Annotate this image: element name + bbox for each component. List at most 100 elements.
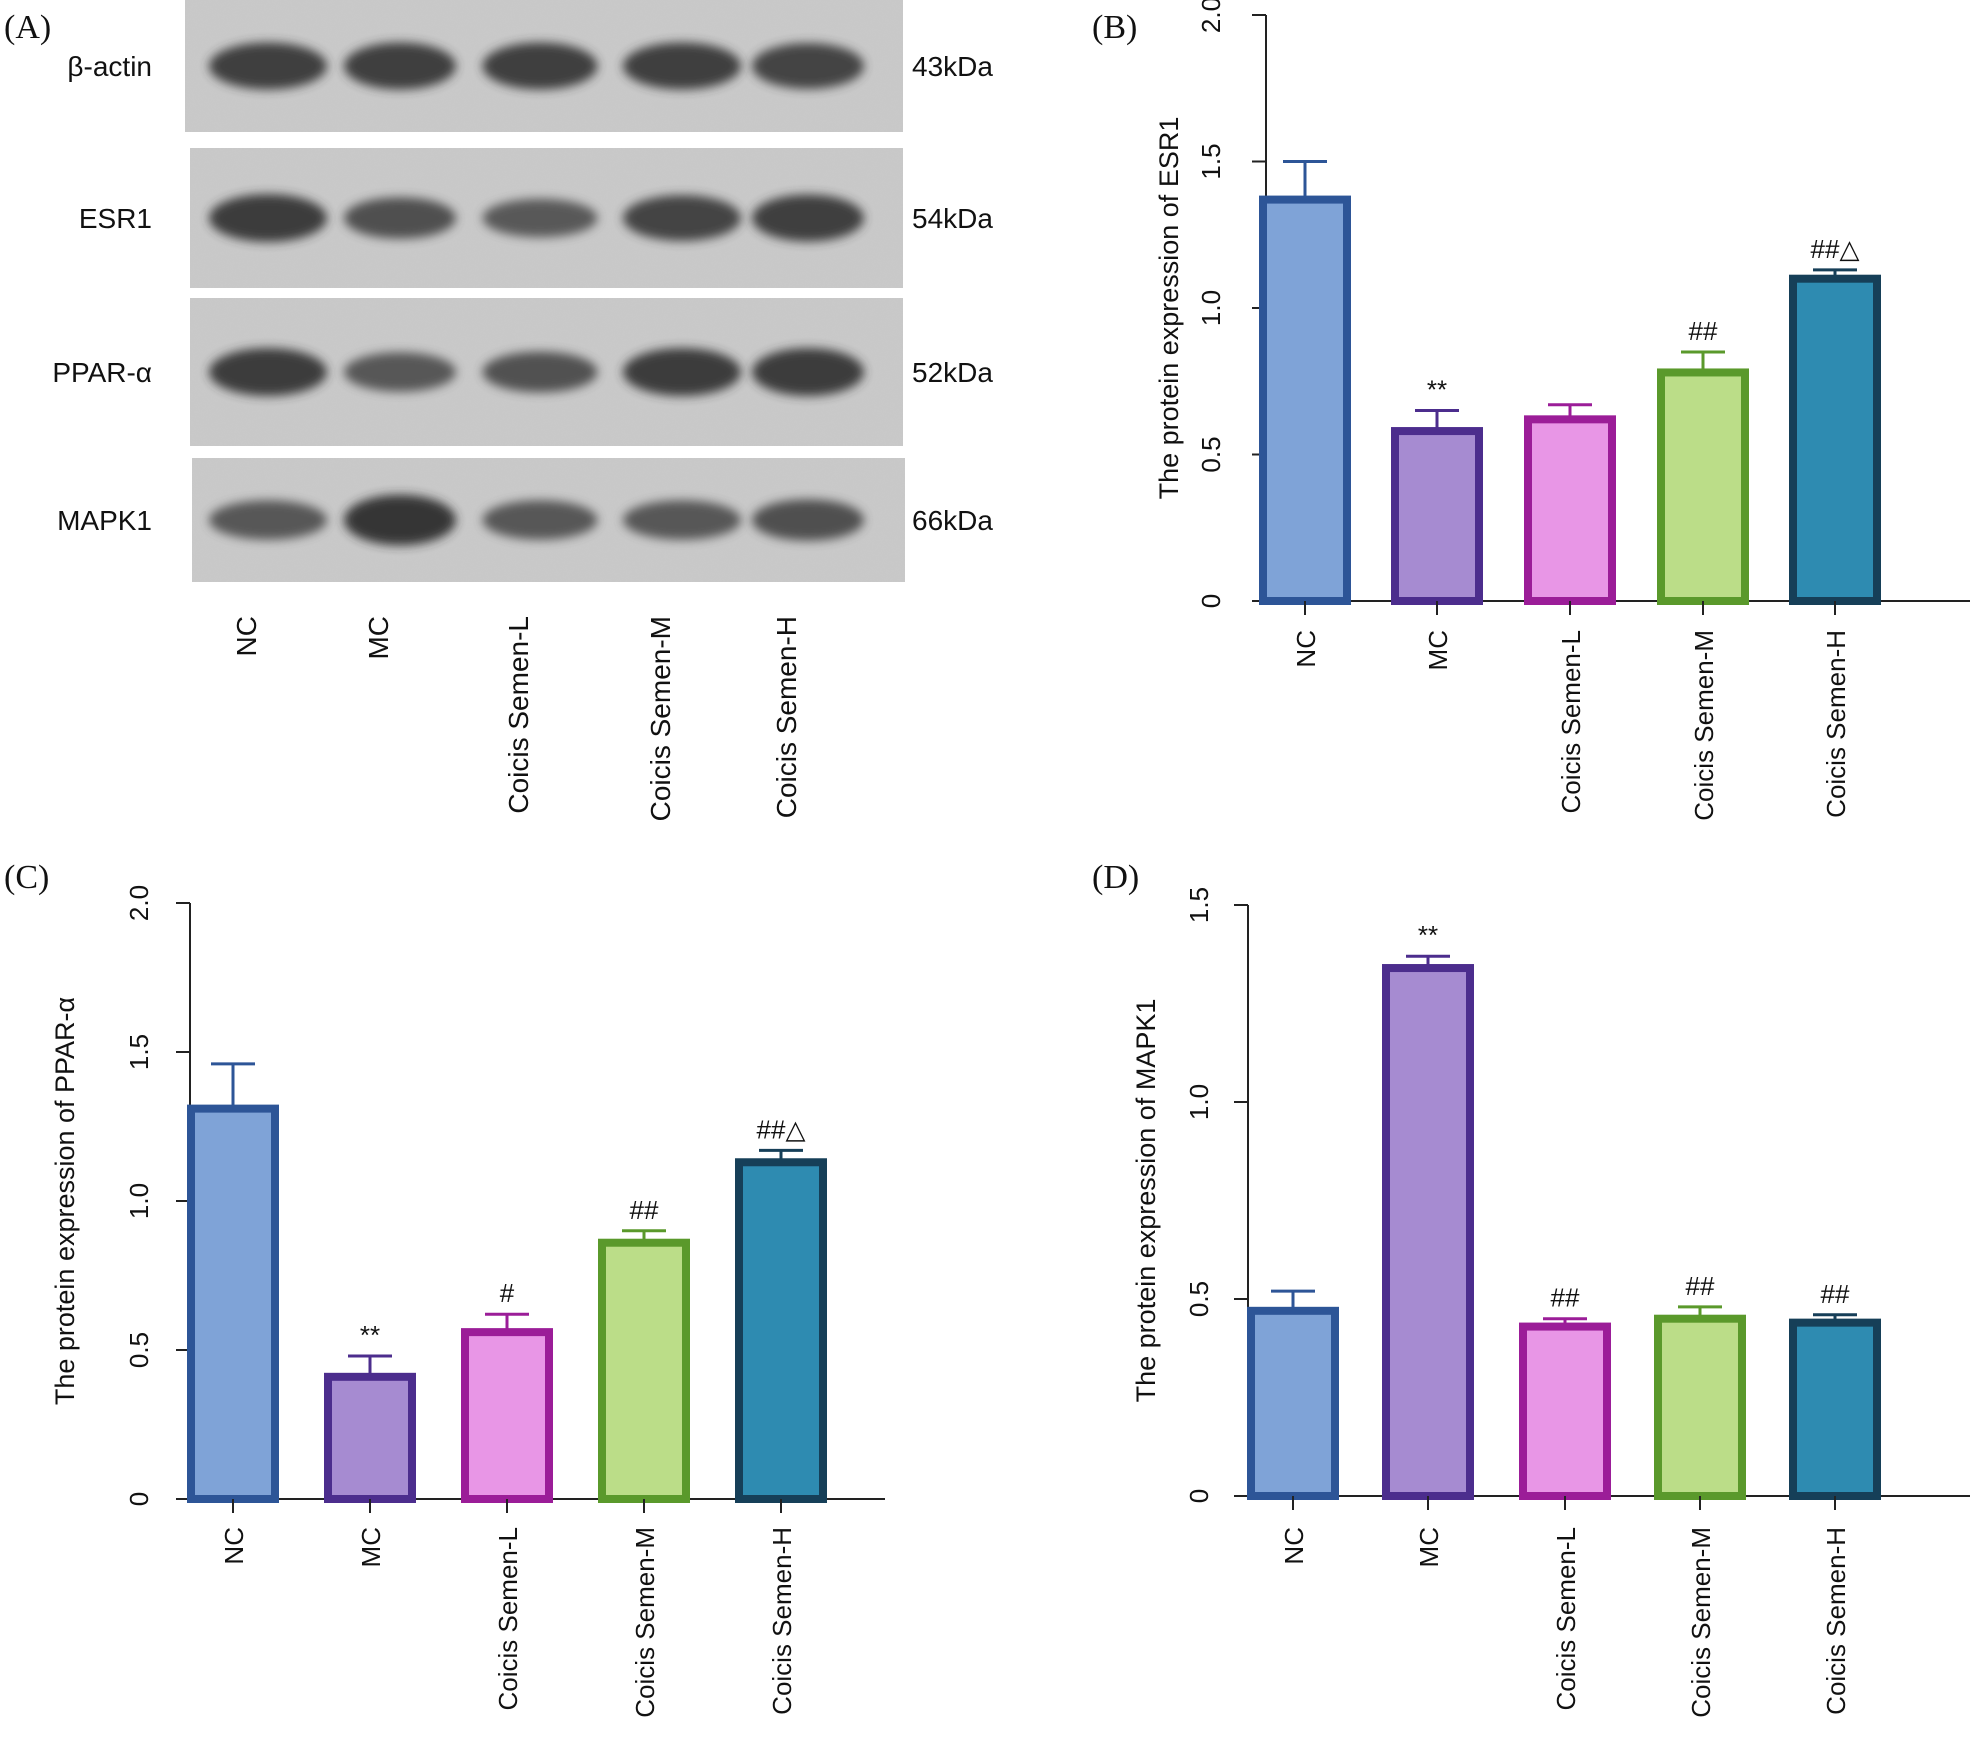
y-tick-label: 2.0 [1196,0,1226,33]
significance-annotation-coicis-semen-m: ## [630,1195,659,1225]
y-tick-label: 0.5 [1196,436,1226,472]
bar-mc [1391,427,1483,605]
y-tick-label: 1.5 [124,1034,154,1070]
category-label-coicis-semen-m: Coicis Semen-M [630,1527,660,1718]
panel-letter: (B) [1092,9,1137,46]
band-actin-nc [209,42,327,90]
category-label-coicis-semen-l: Coicis Semen-L [1556,630,1586,814]
panel-b-esr1-chart: (B) 0 0.5 1.0 1.5 2.0 The protein expression o… [1092,0,1970,821]
bar-mc [1382,964,1474,1500]
y-axis-title: The protein expression of MAPK1 [1131,999,1161,1403]
significance-annotation-mc: ** [1418,920,1438,950]
panel-letter: (C) [4,859,49,896]
molecular-weight-label: 54kDa [912,203,993,234]
category-label-mc: MC [356,1527,386,1567]
band-ppar-nc [209,348,327,396]
category-label-nc: NC [219,1527,249,1565]
band-actin-coicis-semen-h [752,43,864,89]
bar-coicis-semen-m [1657,368,1749,605]
significance-annotation-mc: ** [360,1320,380,1350]
band-ppar-coicis-semen-h [752,348,864,396]
category-label-coicis-semen-m: Coicis Semen-M [1689,630,1719,821]
band-ppar-coicis-semen-l [482,351,598,393]
y-tick-label: 0.5 [1184,1281,1214,1317]
bar-nc [1259,195,1351,605]
bar-coicis-semen-h [735,1158,827,1503]
panel-d-mapk1-chart: (D) 0 0.5 1.0 1.5 The protein expression of M… [1092,859,1970,1718]
significance-annotation-coicis-semen-m: ## [1689,316,1718,346]
lane-label-coicis-semen-l: Coicis Semen-L [503,616,534,814]
blot-strip-actin [185,0,903,132]
blot-protein-labels: β-actin 43kDa ESR1 54kDa PPAR-α 52kDa MAPK1 66k… [52,51,993,536]
panel-a-letter: (A) [4,9,51,46]
significance-annotation-coicis-semen-l: # [500,1278,515,1308]
lane-labels: NC MC Coicis Semen-L Coicis Semen-M Coicis S… [231,616,802,821]
blot-strip-mapk1 [192,458,905,582]
bar-nc [1247,1306,1339,1500]
band-esr1-mc [344,197,456,239]
y-tick-label: 2.0 [124,885,154,921]
lane-label-mc: MC [363,616,394,660]
band-mapk1-nc [209,500,327,540]
category-label-nc: NC [1279,1527,1309,1565]
band-actin-coicis-semen-l [482,42,598,90]
blot-strip-ppar [190,298,903,446]
y-tick-label: 1.5 [1184,887,1214,923]
category-label-coicis-semen-h: Coicis Semen-H [767,1527,797,1715]
band-esr1-coicis-semen-m [623,195,741,241]
bar-coicis-semen-h [1789,1318,1881,1501]
category-label-nc: NC [1291,630,1321,668]
significance-annotation-coicis-semen-h: ##△ [1811,234,1860,264]
protein-label: MAPK1 [57,505,152,536]
y-tick-label: 0 [124,1492,154,1506]
y-axis-title: The protein expression of PPAR-α [50,997,80,1405]
significance-annotation-coicis-semen-m: ## [1686,1271,1715,1301]
band-esr1-coicis-semen-h [752,194,864,242]
category-label-coicis-semen-l: Coicis Semen-L [1551,1527,1581,1711]
band-ppar-mc [344,352,456,392]
category-label-mc: MC [1414,1527,1444,1567]
y-tick-label: 0 [1196,594,1226,608]
band-mapk1-coicis-semen-l [482,500,598,540]
band-mapk1-coicis-semen-h [752,499,864,541]
bar-coicis-semen-m [598,1238,690,1503]
band-esr1-coicis-semen-l [482,198,598,238]
category-label-coicis-semen-h: Coicis Semen-H [1821,1527,1851,1715]
bar-coicis-semen-l [461,1328,553,1503]
protein-label: β-actin [67,51,152,82]
protein-label: ESR1 [79,203,152,234]
panel-c-ppar-chart: (C) 0 0.5 1.0 1.5 2.0 The protein expression o… [4,859,885,1718]
y-tick-label: 0 [1184,1489,1214,1503]
blot-strip-esr1 [190,148,903,288]
significance-annotation-coicis-semen-l: ## [1551,1283,1580,1313]
band-mapk1-coicis-semen-m [623,500,741,540]
y-tick-label: 1.0 [1184,1084,1214,1120]
category-label-coicis-semen-h: Coicis Semen-H [1821,630,1851,818]
bar-coicis-semen-l [1524,415,1616,605]
bar-coicis-semen-l [1519,1322,1611,1500]
bar-mc [324,1372,416,1503]
protein-label: PPAR-α [52,357,152,388]
bar-coicis-semen-h [1789,274,1881,605]
band-esr1-nc [209,194,327,242]
significance-annotation-coicis-semen-h: ##△ [757,1114,806,1144]
lane-label-nc: NC [231,616,262,656]
category-label-coicis-semen-m: Coicis Semen-M [1686,1527,1716,1718]
band-actin-coicis-semen-m [623,42,741,90]
band-actin-mc [344,42,456,90]
panel-a-western-blot: (A) β-actin 43kDa ESR1 54kDa PPAR-α 52kDa MAPK… [4,0,993,821]
molecular-weight-label: 52kDa [912,357,993,388]
panel-letter: (D) [1092,859,1139,896]
category-label-coicis-semen-l: Coicis Semen-L [493,1527,523,1711]
lane-label-coicis-semen-m: Coicis Semen-M [645,616,676,821]
significance-annotation-mc: ** [1427,375,1447,405]
y-tick-label: 0.5 [124,1332,154,1368]
category-label-mc: MC [1423,630,1453,670]
molecular-weight-label: 66kDa [912,505,993,536]
y-axis-title: The protein expression of ESR1 [1154,117,1184,500]
band-ppar-coicis-semen-m [623,348,741,396]
y-tick-label: 1.0 [1196,290,1226,326]
lane-label-coicis-semen-h: Coicis Semen-H [771,616,802,818]
blot-strips [185,0,905,582]
